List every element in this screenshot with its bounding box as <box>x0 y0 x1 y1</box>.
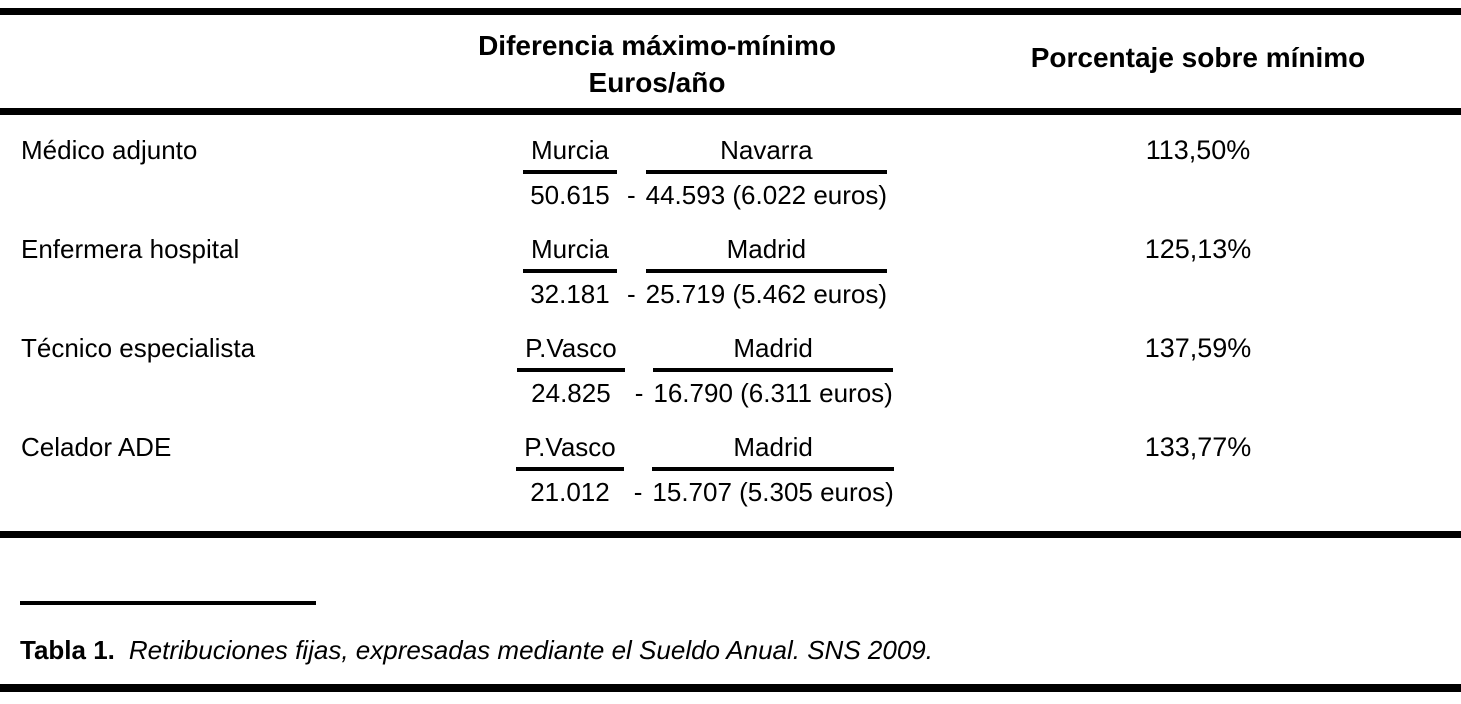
diff-header-line1: Diferencia máximo-mínimo <box>478 30 836 61</box>
max-value: 32.181 <box>530 279 610 309</box>
min-region: Madrid <box>645 234 888 273</box>
header-pct-column: Porcentaje sobre mínimo <box>935 15 1461 75</box>
bottom-rule <box>0 684 1461 692</box>
min-value: 16.790 (6.311 euros) <box>653 378 893 408</box>
table-row: Médico adjunto Murcia 50.615 - Navarra 4… <box>0 135 1461 234</box>
diff-cell: Murcia 50.615 - Navarra 44.593 (6.022 eu… <box>475 135 935 210</box>
header-diff-column: Diferencia máximo-mínimo Euros/año <box>475 15 935 101</box>
diff-header-line2: Euros/año <box>588 67 726 98</box>
diff-cell: P.Vasco 24.825 - Madrid 16.790 (6.311 eu… <box>475 333 935 408</box>
max-region: Murcia <box>522 234 617 273</box>
diff-column-header: Diferencia máximo-mínimo Euros/año <box>427 15 887 101</box>
table-row: Enfermera hospital Murcia 32.181 - Madri… <box>0 234 1461 333</box>
table-row: Celador ADE P.Vasco 21.012 - Madrid 15.7… <box>0 432 1461 531</box>
pct-value: 137,59% <box>1144 333 1252 363</box>
table-row: Técnico especialista P.Vasco 24.825 - Ma… <box>0 333 1461 432</box>
diff-cell: P.Vasco 21.012 - Madrid 15.707 (5.305 eu… <box>475 432 935 507</box>
max-value: 50.615 <box>530 180 610 210</box>
min-region: Navarra <box>645 135 888 174</box>
max-fraction: P.Vasco 24.825 <box>517 333 625 408</box>
max-region: P.Vasco <box>517 333 625 372</box>
minus-separator: - <box>633 477 643 507</box>
pct-value: 133,77% <box>1144 432 1252 462</box>
min-fraction: Madrid 25.719 (5.462 euros) <box>645 234 888 309</box>
max-fraction: Murcia 50.615 <box>522 135 617 210</box>
minus-separator: - <box>626 180 636 210</box>
caption-text: Retribuciones fijas, expresadas mediante… <box>128 635 933 665</box>
pct-column-header: Porcentaje sobre mínimo <box>1030 42 1366 73</box>
max-fraction: Murcia 32.181 <box>522 234 617 309</box>
min-fraction: Navarra 44.593 (6.022 euros) <box>645 135 888 210</box>
table-body: Médico adjunto Murcia 50.615 - Navarra 4… <box>0 115 1461 531</box>
job-label: Celador ADE <box>21 432 172 462</box>
max-region: Murcia <box>522 135 617 174</box>
table-caption: Tabla 1. Retribuciones fijas, expresadas … <box>0 633 1461 667</box>
max-fraction: P.Vasco 21.012 <box>516 432 624 507</box>
diff-cell: Murcia 32.181 - Madrid 25.719 (5.462 eur… <box>475 234 935 309</box>
table-header-row: Diferencia máximo-mínimo Euros/año Porce… <box>0 15 1461 108</box>
min-value: 15.707 (5.305 euros) <box>652 477 894 507</box>
min-fraction: Madrid 15.707 (5.305 euros) <box>652 432 894 507</box>
min-value: 44.593 (6.022 euros) <box>645 180 888 210</box>
job-label: Enfermera hospital <box>21 234 240 264</box>
header-rule <box>0 108 1461 115</box>
footnote-rule <box>20 601 316 605</box>
job-label: Técnico especialista <box>21 333 256 363</box>
min-fraction: Madrid 16.790 (6.311 euros) <box>653 333 893 408</box>
max-region: P.Vasco <box>516 432 624 471</box>
min-value: 25.719 (5.462 euros) <box>645 279 888 309</box>
job-label: Médico adjunto <box>21 135 198 165</box>
table-end-rule <box>0 531 1461 538</box>
min-region: Madrid <box>652 432 894 471</box>
top-rule <box>0 8 1461 15</box>
max-value: 24.825 <box>531 378 611 408</box>
min-region: Madrid <box>653 333 893 372</box>
minus-separator: - <box>634 378 644 408</box>
pct-value: 125,13% <box>1144 234 1252 264</box>
max-value: 21.012 <box>530 477 610 507</box>
pct-value: 113,50% <box>1145 135 1251 165</box>
caption-label: Tabla 1. <box>20 635 115 665</box>
minus-separator: - <box>626 279 636 309</box>
